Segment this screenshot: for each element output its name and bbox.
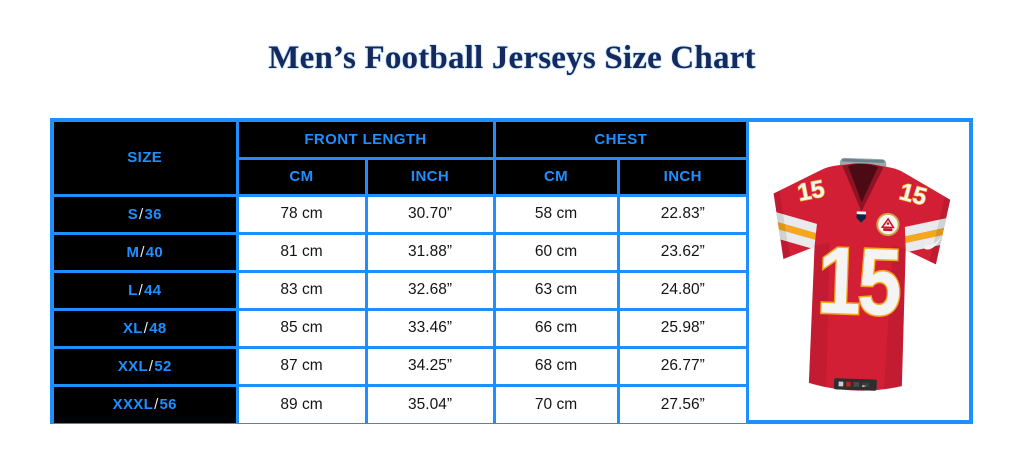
table-row: XXL/52 87 cm 34.25” 68 cm 26.77”	[52, 345, 748, 387]
table-row: M/40 81 cm 31.88” 60 cm 23.62”	[52, 231, 748, 273]
unit-header-front-cm: CM	[235, 156, 368, 197]
chiefs-patch-icon	[876, 212, 900, 237]
chest-cm-value: 60 cm	[492, 231, 620, 273]
size-chart-panel: SIZE FRONT LENGTH CHEST CM INCH CM INCH …	[50, 118, 973, 425]
chest-inch-value: 24.80”	[616, 269, 748, 311]
page-title: Men’s Football Jerseys Size Chart	[268, 40, 756, 76]
table-row: XXXL/56 89 cm 35.04” 70 cm 27.56”	[52, 383, 748, 425]
front-length-inch-value: 32.68”	[364, 269, 496, 311]
unit-header-chest-inch: INCH	[616, 156, 748, 197]
nfl-shield-icon	[856, 211, 867, 223]
table-row: XL/48 85 cm 33.46” 66 cm 25.98”	[52, 307, 748, 349]
front-length-cm-value: 89 cm	[235, 383, 368, 425]
front-length-inch-value: 34.25”	[364, 345, 496, 387]
front-length-cm-value: 83 cm	[235, 269, 368, 311]
jersey-collar	[842, 163, 884, 212]
chest-cm-value: 70 cm	[492, 383, 620, 425]
unit-header-chest-cm: CM	[492, 156, 620, 197]
size-label: XXXL/56	[52, 383, 239, 425]
front-length-cm-value: 87 cm	[235, 345, 368, 387]
header-unit-row: CM INCH CM INCH	[54, 156, 748, 197]
size-label: L/44	[52, 269, 239, 311]
chest-inch-value: 26.77”	[616, 345, 748, 387]
front-length-cm-value: 85 cm	[235, 307, 368, 349]
header-chest: CHEST	[492, 120, 748, 160]
size-chart-table: SIZE FRONT LENGTH CHEST CM INCH CM INCH …	[52, 120, 748, 425]
chest-inch-value: 23.62”	[616, 231, 748, 273]
chest-inch-value: 27.56”	[616, 383, 748, 425]
size-label: S/36	[52, 193, 239, 235]
table-row: S/36 78 cm 30.70” 58 cm 22.83”	[52, 193, 748, 235]
front-length-inch-value: 31.88”	[364, 231, 496, 273]
chest-inch-value: 22.83”	[616, 193, 748, 235]
jersey-image: 15 15 15	[771, 157, 952, 391]
size-label: M/40	[52, 231, 239, 273]
shoulder-number-left: 15	[795, 175, 827, 207]
front-length-cm-value: 81 cm	[235, 231, 368, 273]
chest-cm-value: 68 cm	[492, 345, 620, 387]
chest-number: 15	[816, 228, 902, 336]
header-group-row: SIZE FRONT LENGTH CHEST	[52, 120, 748, 197]
front-length-inch-value: 35.04”	[364, 383, 496, 425]
chest-inch-value: 25.98”	[616, 307, 748, 349]
nike-swoosh-icon	[923, 235, 942, 250]
unit-header-front-inch: INCH	[364, 156, 496, 197]
front-length-inch-value: 30.70”	[364, 193, 496, 235]
size-label: XXL/52	[52, 345, 239, 387]
size-label: XL/48	[52, 307, 239, 349]
table-row: L/44 83 cm 32.68” 63 cm 24.80”	[52, 269, 748, 311]
jersey-panel: 15 15 15	[746, 122, 969, 420]
header-size: SIZE	[52, 120, 239, 197]
jock-tag	[833, 378, 877, 391]
header-front-length: FRONT LENGTH	[235, 120, 496, 160]
front-length-cm-value: 78 cm	[235, 193, 368, 235]
size-table-body: S/36 78 cm 30.70” 58 cm 22.83” M/40 81 cm 31.88…	[52, 193, 748, 425]
chest-cm-value: 66 cm	[492, 307, 620, 349]
front-length-inch-value: 33.46”	[364, 307, 496, 349]
chest-cm-value: 63 cm	[492, 269, 620, 311]
chest-cm-value: 58 cm	[492, 193, 620, 235]
